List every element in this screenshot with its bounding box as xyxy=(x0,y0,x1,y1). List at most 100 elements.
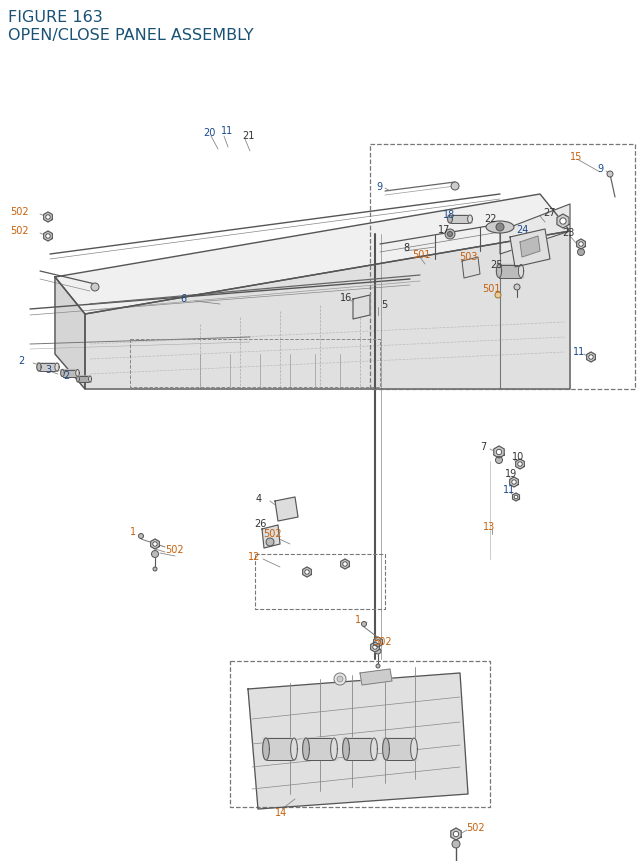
Polygon shape xyxy=(510,230,550,268)
Circle shape xyxy=(362,622,367,627)
Circle shape xyxy=(372,645,377,649)
Text: 1: 1 xyxy=(130,526,136,536)
Circle shape xyxy=(495,457,502,464)
Polygon shape xyxy=(303,567,311,578)
Polygon shape xyxy=(262,525,280,548)
Polygon shape xyxy=(88,376,92,382)
Polygon shape xyxy=(248,673,468,809)
Text: 12: 12 xyxy=(248,551,260,561)
Polygon shape xyxy=(497,265,524,278)
Polygon shape xyxy=(447,216,472,224)
Circle shape xyxy=(496,449,502,455)
Circle shape xyxy=(579,243,583,247)
Circle shape xyxy=(451,183,459,191)
Circle shape xyxy=(376,640,380,645)
Circle shape xyxy=(153,567,157,572)
Polygon shape xyxy=(55,278,85,389)
Circle shape xyxy=(337,676,343,682)
Circle shape xyxy=(560,219,566,225)
Circle shape xyxy=(334,673,346,685)
Text: 21: 21 xyxy=(242,131,254,141)
Polygon shape xyxy=(77,376,79,382)
Circle shape xyxy=(445,230,455,239)
Polygon shape xyxy=(520,237,540,257)
Polygon shape xyxy=(374,637,382,647)
Polygon shape xyxy=(44,232,52,242)
Text: 3: 3 xyxy=(45,364,51,375)
Text: 501: 501 xyxy=(412,250,431,260)
Polygon shape xyxy=(331,738,337,760)
Polygon shape xyxy=(37,363,41,372)
Polygon shape xyxy=(513,493,520,501)
Polygon shape xyxy=(275,498,298,522)
Text: 23: 23 xyxy=(562,228,574,238)
Text: 2: 2 xyxy=(63,370,69,381)
Polygon shape xyxy=(577,239,586,250)
Polygon shape xyxy=(44,213,52,223)
Text: 11: 11 xyxy=(503,485,515,494)
Text: 17: 17 xyxy=(438,225,451,235)
Text: 24: 24 xyxy=(516,225,529,235)
Polygon shape xyxy=(303,738,309,760)
Circle shape xyxy=(452,840,460,848)
Polygon shape xyxy=(518,265,524,278)
Circle shape xyxy=(514,285,520,291)
Polygon shape xyxy=(342,738,349,760)
Circle shape xyxy=(152,551,159,558)
Text: 22: 22 xyxy=(484,214,497,224)
Circle shape xyxy=(303,568,311,576)
Text: 502: 502 xyxy=(10,226,29,236)
Text: 4: 4 xyxy=(256,493,262,504)
Circle shape xyxy=(305,570,309,574)
Text: 502: 502 xyxy=(373,636,392,647)
Polygon shape xyxy=(383,738,389,760)
Circle shape xyxy=(495,293,501,299)
Text: 502: 502 xyxy=(165,544,184,554)
Polygon shape xyxy=(150,539,159,549)
Polygon shape xyxy=(500,205,570,255)
Circle shape xyxy=(266,538,274,547)
Circle shape xyxy=(376,664,380,668)
Circle shape xyxy=(496,224,504,232)
Text: 14: 14 xyxy=(275,807,287,817)
Text: 8: 8 xyxy=(403,243,409,253)
Circle shape xyxy=(447,232,452,238)
Polygon shape xyxy=(494,447,504,458)
Circle shape xyxy=(514,496,518,499)
Text: 9: 9 xyxy=(597,164,603,174)
Text: 20: 20 xyxy=(203,127,216,138)
Text: 11: 11 xyxy=(573,347,585,356)
Text: 25: 25 xyxy=(490,260,502,269)
Text: 26: 26 xyxy=(254,518,266,529)
Text: 502: 502 xyxy=(10,207,29,217)
Text: 9: 9 xyxy=(376,182,382,192)
Polygon shape xyxy=(587,353,595,362)
Text: 501: 501 xyxy=(482,283,500,294)
Polygon shape xyxy=(411,738,417,760)
Polygon shape xyxy=(76,370,79,377)
Polygon shape xyxy=(353,295,370,319)
Text: 27: 27 xyxy=(543,208,556,218)
Circle shape xyxy=(607,172,613,177)
Text: 10: 10 xyxy=(512,451,524,461)
Polygon shape xyxy=(55,363,59,372)
Polygon shape xyxy=(497,265,502,278)
Text: 502: 502 xyxy=(263,529,282,538)
Circle shape xyxy=(453,832,459,837)
Circle shape xyxy=(91,283,99,292)
Text: FIGURE 163: FIGURE 163 xyxy=(8,10,103,25)
Polygon shape xyxy=(371,738,378,760)
Circle shape xyxy=(512,480,516,485)
Polygon shape xyxy=(468,216,472,224)
Polygon shape xyxy=(291,738,298,760)
Polygon shape xyxy=(340,560,349,569)
Text: 502: 502 xyxy=(466,822,484,832)
Circle shape xyxy=(518,462,522,467)
Polygon shape xyxy=(262,738,298,760)
Polygon shape xyxy=(451,828,461,840)
Polygon shape xyxy=(61,370,79,377)
Text: 11: 11 xyxy=(221,126,233,136)
Circle shape xyxy=(343,562,348,567)
Circle shape xyxy=(45,215,51,220)
Text: 7: 7 xyxy=(480,442,486,451)
